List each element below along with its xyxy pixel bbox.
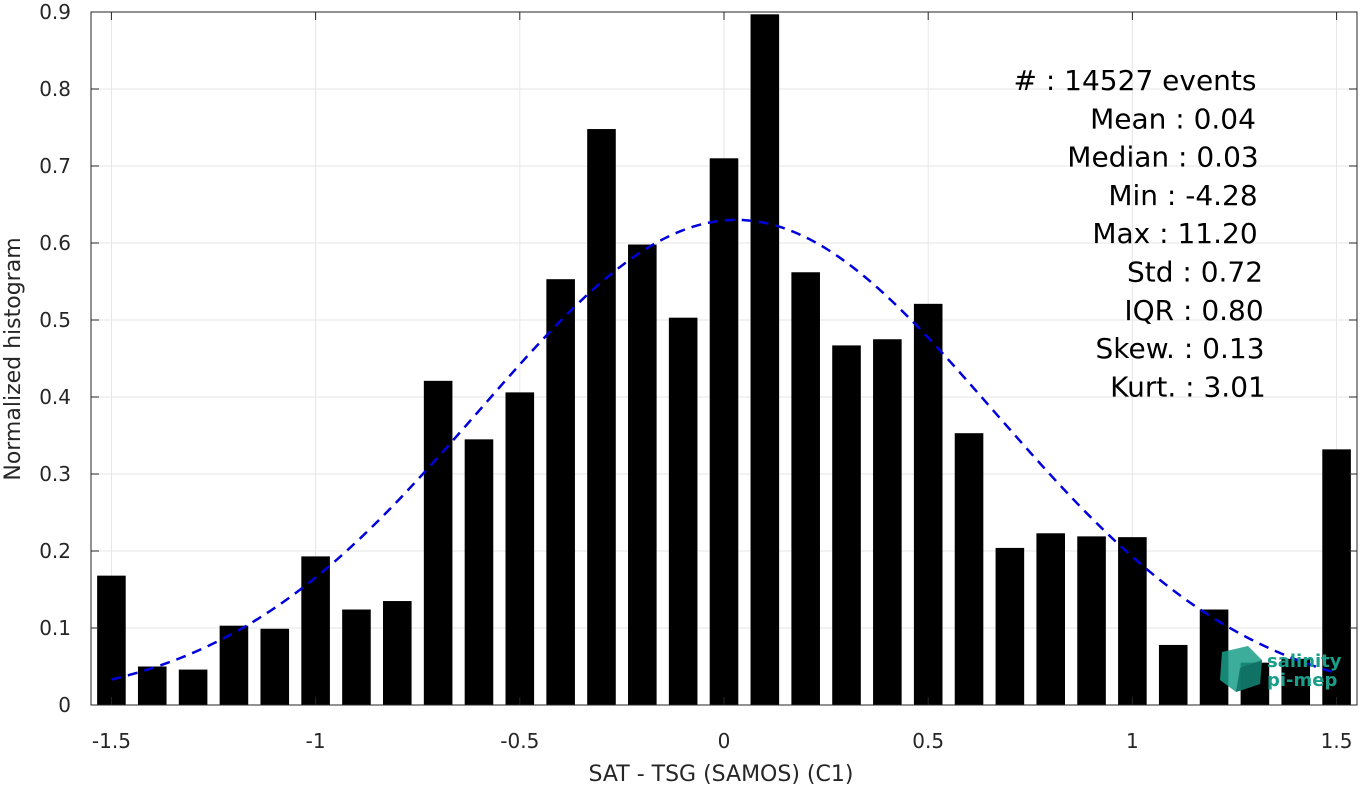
- histogram-bar: [1036, 533, 1066, 705]
- axes: [90, 11, 1358, 706]
- y-tick-label: 0.1: [39, 616, 71, 640]
- x-tick-label: 0.5: [912, 729, 944, 753]
- histogram-bar: [423, 380, 453, 705]
- histogram-bar: [1322, 449, 1351, 705]
- histogram-bar: [260, 628, 290, 705]
- fit-curve-layer: [111, 218, 1337, 681]
- histogram-bar: [178, 669, 208, 705]
- y-tick-label: 0.2: [39, 539, 71, 563]
- histogram-bar: [382, 601, 412, 705]
- y-tick-label: 0: [58, 693, 71, 717]
- histogram-bar: [750, 14, 780, 706]
- x-tick-label: -1.5: [92, 729, 131, 753]
- stat-annotation: IQR : 0.80: [1124, 294, 1263, 327]
- x-tick-label: 1: [1126, 729, 1139, 753]
- stat-annotation: Min : -4.28: [1108, 179, 1257, 212]
- histogram-bar: [709, 158, 739, 706]
- histogram-bar: [1158, 644, 1188, 705]
- y-tick-label: 0.5: [39, 308, 71, 332]
- gaussian-fit-curve: [111, 218, 1337, 681]
- x-tick-label: 1.5: [1321, 729, 1353, 753]
- x-tick-labels: -1.5 -1 -0.5 0 0.5 1 1.5: [92, 729, 1353, 753]
- histogram-bar: [1118, 537, 1147, 705]
- x-tick-label: -1: [306, 729, 326, 753]
- histogram-bar: [628, 244, 657, 706]
- y-tick-label: 0.4: [39, 385, 71, 409]
- y-tick-label: 0.3: [39, 462, 71, 486]
- y-tick-label: 0.9: [39, 0, 71, 24]
- histogram-bar: [546, 279, 575, 705]
- histogram-bar: [342, 609, 371, 705]
- salinity-pi-mep-logo: salinity pi-mep: [1220, 646, 1342, 692]
- histogram-bar: [832, 345, 861, 705]
- histogram-bar: [913, 303, 943, 705]
- stat-annotation: Skew. : 0.13: [1095, 332, 1264, 365]
- stat-annotation: Mean : 0.04: [1090, 102, 1256, 135]
- y-axis-label: Normalized histogram: [1, 237, 26, 480]
- histogram-bar: [97, 575, 126, 705]
- histogram-bar: [954, 433, 984, 705]
- histogram-bar: [1281, 658, 1311, 705]
- stat-annotation: Kurt. : 3.01: [1110, 370, 1266, 403]
- y-tick-label: 0.7: [39, 154, 71, 178]
- x-axis-label: SAT - TSG (SAMOS) (C1): [589, 762, 854, 785]
- stat-annotation: # : 14527 events: [1013, 64, 1256, 97]
- y-tick-labels: 0 0.1 0.2 0.3 0.4 0.5 0.6 0.7 0.8 0.9: [39, 0, 71, 717]
- y-tick-label: 0.8: [39, 77, 71, 101]
- histogram-bar: [668, 317, 698, 705]
- x-tick-label: -0.5: [500, 729, 539, 753]
- histogram-bar: [873, 339, 902, 705]
- stat-annotation: Std : 0.72: [1127, 256, 1263, 289]
- histogram-bar: [587, 129, 616, 706]
- histogram-bar: [505, 392, 535, 705]
- histogram-bar: [464, 439, 494, 705]
- logo-line2: pi-mep: [1267, 670, 1337, 691]
- stat-annotation: Max : 11.20: [1092, 217, 1257, 250]
- histogram-bars: [97, 14, 1351, 706]
- histogram-bar: [301, 556, 330, 705]
- y-tick-label: 0.6: [39, 231, 71, 255]
- histogram-bar: [137, 666, 167, 705]
- statistics-annotations: # : 14527 events Mean : 0.04 Median : 0.03…: [1013, 64, 1265, 403]
- logo-line1: salinity: [1267, 651, 1342, 672]
- histogram-bar: [1077, 536, 1106, 705]
- histogram-bar: [791, 272, 820, 705]
- logo-cube-shade-icon: [1236, 660, 1262, 692]
- histogram-bar: [995, 547, 1025, 705]
- stat-annotation: Median : 0.03: [1067, 141, 1258, 174]
- x-tick-label: 0: [718, 729, 731, 753]
